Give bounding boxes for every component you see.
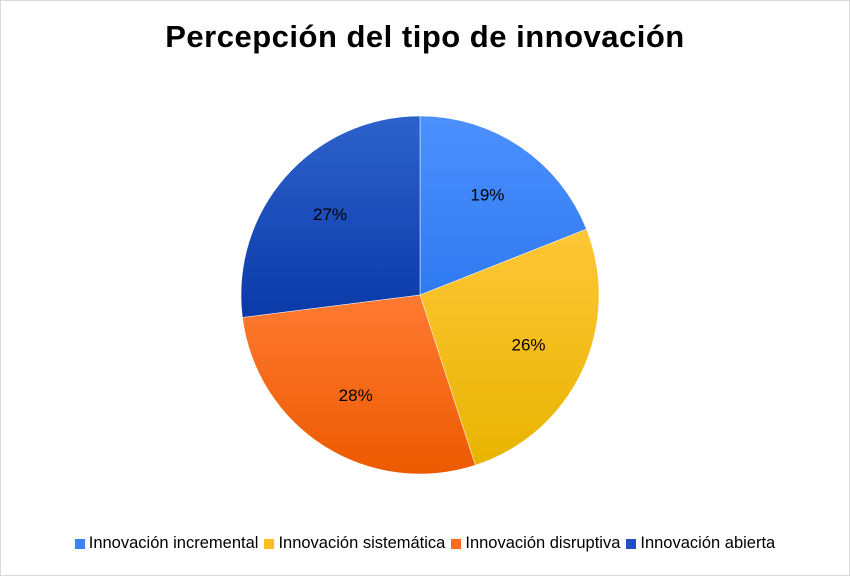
- legend-item-disruptiva: Innovación disruptiva: [451, 534, 620, 553]
- data-label-sistematica: 26%: [511, 336, 545, 355]
- pie-slice-sistematica: [419, 228, 600, 466]
- legend-item-abierta: Innovación abierta: [626, 534, 775, 553]
- data-label-abierta: 27%: [313, 205, 347, 224]
- pie-slice-abierta: [240, 115, 421, 318]
- legend-item-incremental: Innovación incremental: [74, 534, 259, 553]
- legend-swatch: [264, 538, 275, 549]
- data-label-incremental: 19%: [470, 185, 504, 204]
- legend-label: Innovación disruptiva: [465, 534, 621, 552]
- legend-label: Innovación sistemática: [278, 534, 446, 552]
- legend-swatch: [74, 538, 85, 549]
- chart-title: Percepción del tipo de innovación: [165, 19, 685, 54]
- pie-slice-disruptiva: [242, 294, 476, 475]
- data-label-disruptiva: 28%: [339, 386, 373, 405]
- legend: Innovación incremental Innovación sistem…: [1, 534, 849, 553]
- pie-slice-incremental: [419, 115, 587, 296]
- legend-item-sistematica: Innovación sistemática: [264, 534, 445, 553]
- legend-label: Innovación abierta: [640, 534, 776, 552]
- legend-label: Innovación incremental: [88, 534, 259, 552]
- legend-swatch: [451, 538, 462, 549]
- legend-swatch: [626, 538, 637, 549]
